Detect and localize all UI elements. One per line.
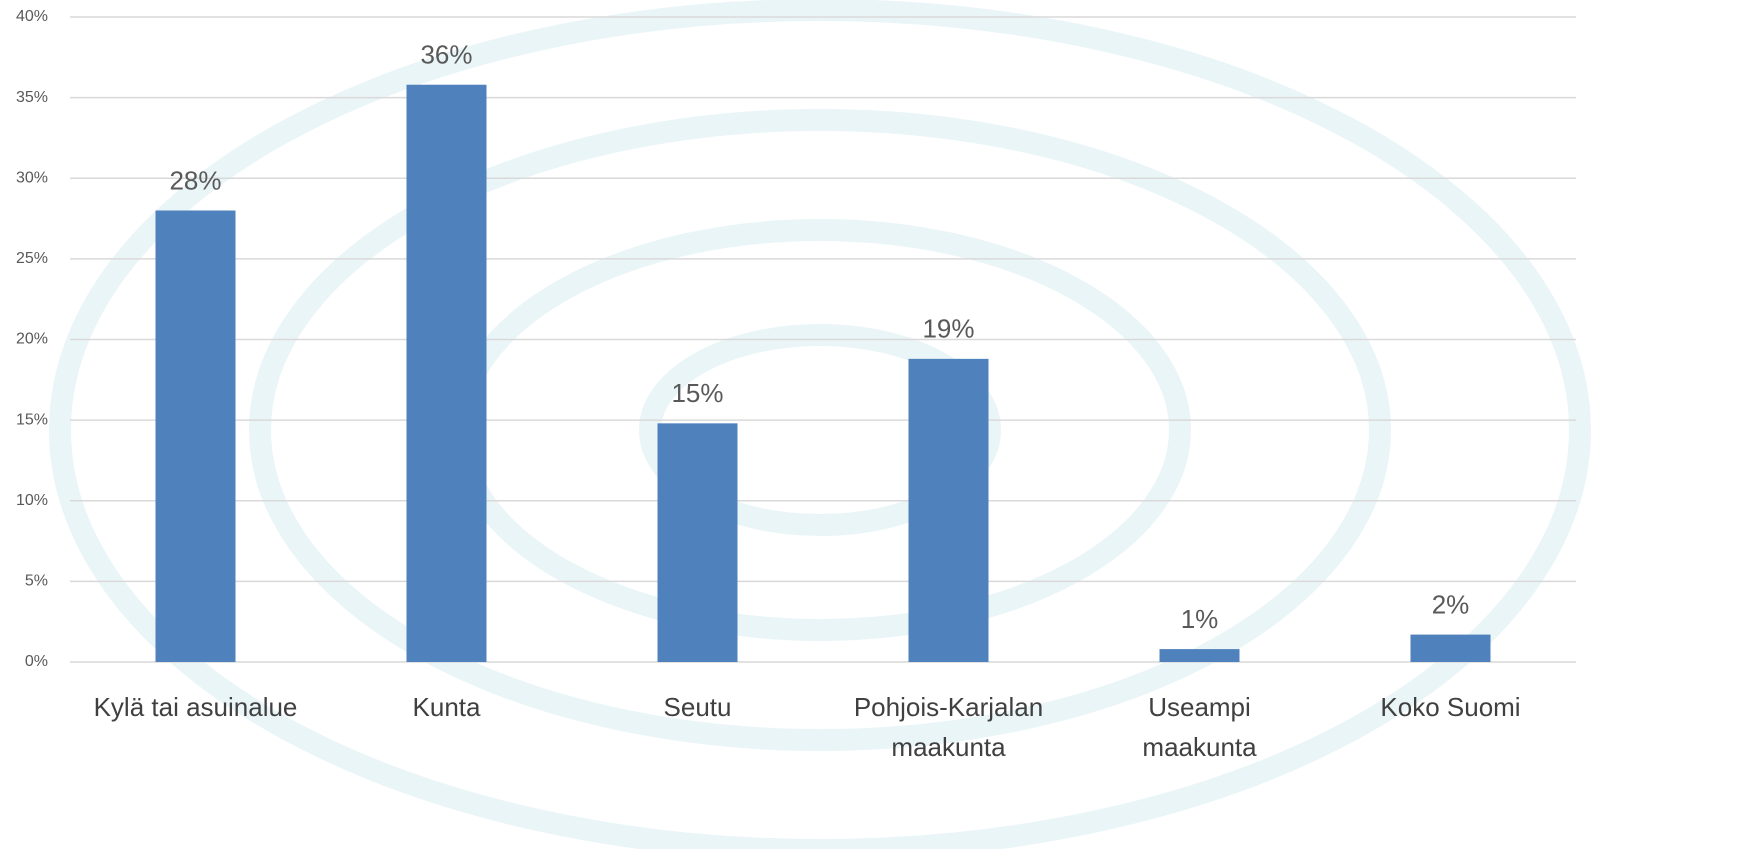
bar [1410, 634, 1491, 662]
y-tick-label: 25% [16, 250, 48, 267]
data-label: 28% [169, 165, 221, 195]
y-tick-label: 40% [16, 8, 48, 25]
y-tick-label: 30% [16, 169, 48, 186]
x-tick-label: Seutu [663, 692, 732, 722]
data-label: 19% [922, 314, 974, 344]
bar [1159, 649, 1240, 662]
y-tick-label: 15% [16, 411, 48, 428]
y-tick-label: 0% [25, 653, 48, 670]
bar [908, 358, 989, 662]
bar [155, 210, 236, 662]
data-label: 36% [420, 40, 472, 70]
x-tick-label: Kunta [412, 692, 481, 722]
data-label: 2% [1432, 589, 1470, 619]
y-tick-label: 20% [16, 331, 48, 348]
y-tick-label: 35% [16, 89, 48, 106]
x-tick-label: Kylä tai asuinalue [93, 692, 298, 722]
bar [406, 84, 487, 663]
data-label: 1% [1181, 604, 1219, 634]
bar [657, 423, 738, 662]
y-tick-label: 5% [25, 573, 48, 590]
x-tick-label: Koko Suomi [1380, 692, 1521, 722]
x-tick-label: Pohjois-Karjalan maakunta [853, 692, 1044, 762]
x-tick-label: Useampi maakunta [1142, 692, 1257, 762]
data-label: 15% [671, 378, 723, 408]
y-tick-label: 10% [16, 492, 48, 509]
